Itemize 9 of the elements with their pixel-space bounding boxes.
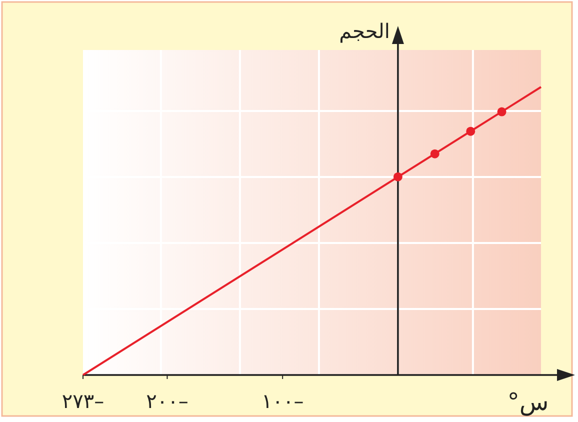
point xyxy=(430,149,440,158)
point xyxy=(393,172,402,182)
x-tick-label: ٢٧٣– xyxy=(62,389,104,413)
point xyxy=(466,126,476,136)
y-axis-title: الحجم xyxy=(339,19,390,43)
x-tick-label: ١٠٠– xyxy=(261,389,304,413)
x-tick-label: ٢٠٠– xyxy=(146,389,188,413)
x-axis-title: °س xyxy=(507,388,549,416)
point xyxy=(497,107,506,116)
